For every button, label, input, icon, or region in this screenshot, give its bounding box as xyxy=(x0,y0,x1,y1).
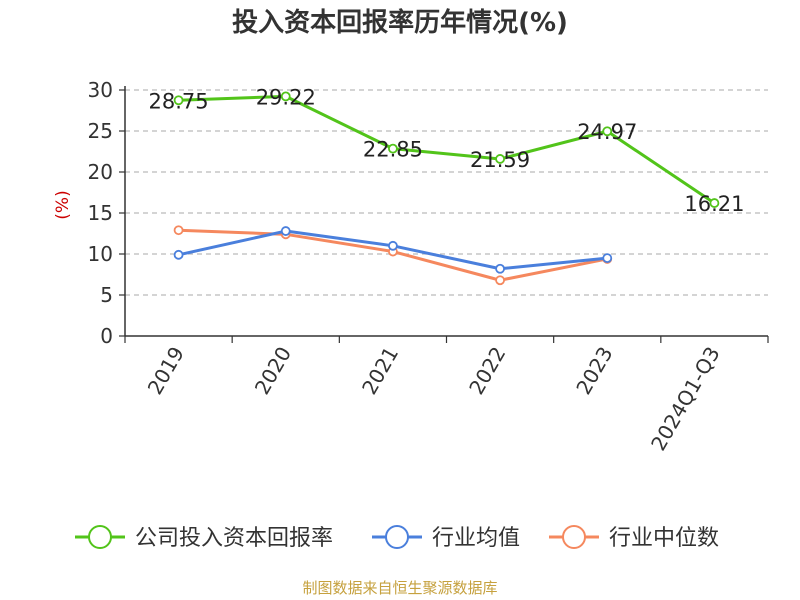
data-point xyxy=(388,143,398,154)
data-point xyxy=(388,240,398,251)
series-line xyxy=(178,94,716,205)
x-tick-label: 2023 xyxy=(571,343,617,399)
x-tick-label: 2020 xyxy=(250,343,296,399)
x-tick-label: 2022 xyxy=(464,343,510,399)
data-point xyxy=(495,263,505,274)
y-tick-label: 10 xyxy=(88,242,113,266)
data-point xyxy=(495,275,505,286)
legend: 公司投入资本回报率 行业均值 行业中位数 xyxy=(75,525,719,551)
data-point xyxy=(173,225,184,236)
legend-marker xyxy=(88,525,112,549)
legend-marker xyxy=(385,525,409,549)
series-layer xyxy=(173,91,720,286)
x-tick-label: 2021 xyxy=(357,343,403,399)
y-tick-label: 15 xyxy=(88,201,113,225)
x-tick-label: 2024Q1-Q3 xyxy=(646,343,725,455)
legend-label: 行业中位数 xyxy=(609,526,719,551)
data-source: 制图数据来自恒生聚源数据库 xyxy=(302,579,498,597)
data-point xyxy=(602,126,613,137)
data-point xyxy=(173,95,184,106)
legend-label: 公司投入资本回报率 xyxy=(135,526,333,551)
data-point xyxy=(602,253,613,264)
data-label: 29.22 xyxy=(256,85,316,109)
axes: 0 5 10 15 20 25 30 (%) 2019 2020 2021 2022 2023 2024Q… xyxy=(53,78,769,455)
legend-label: 行业均值 xyxy=(432,526,520,551)
data-label: 22.85 xyxy=(363,138,423,162)
data-label: 16.21 xyxy=(684,192,744,216)
data-point xyxy=(280,91,291,102)
data-labels: 28.75 29.22 22.85 21.59 24.97 16.21 xyxy=(149,85,745,216)
chart-title: 投入资本回报率历年情况(%) xyxy=(232,8,568,38)
data-point xyxy=(173,249,184,260)
y-axis-label: (%) xyxy=(53,190,73,219)
data-point xyxy=(495,154,505,164)
x-tick-label: 2019 xyxy=(143,343,189,399)
y-tick-label: 25 xyxy=(88,119,113,143)
y-tick-label: 20 xyxy=(88,160,113,184)
y-tick-label: 5 xyxy=(100,283,113,307)
y-tick-label: 0 xyxy=(100,324,113,348)
data-point xyxy=(709,198,720,208)
data-label: 24.97 xyxy=(577,120,637,144)
legend-marker xyxy=(562,525,586,549)
grid-lines xyxy=(125,89,768,296)
data-label: 21.59 xyxy=(470,148,530,172)
data-point xyxy=(280,226,291,236)
data-label: 28.75 xyxy=(149,89,209,113)
y-tick-label: 30 xyxy=(88,78,113,102)
